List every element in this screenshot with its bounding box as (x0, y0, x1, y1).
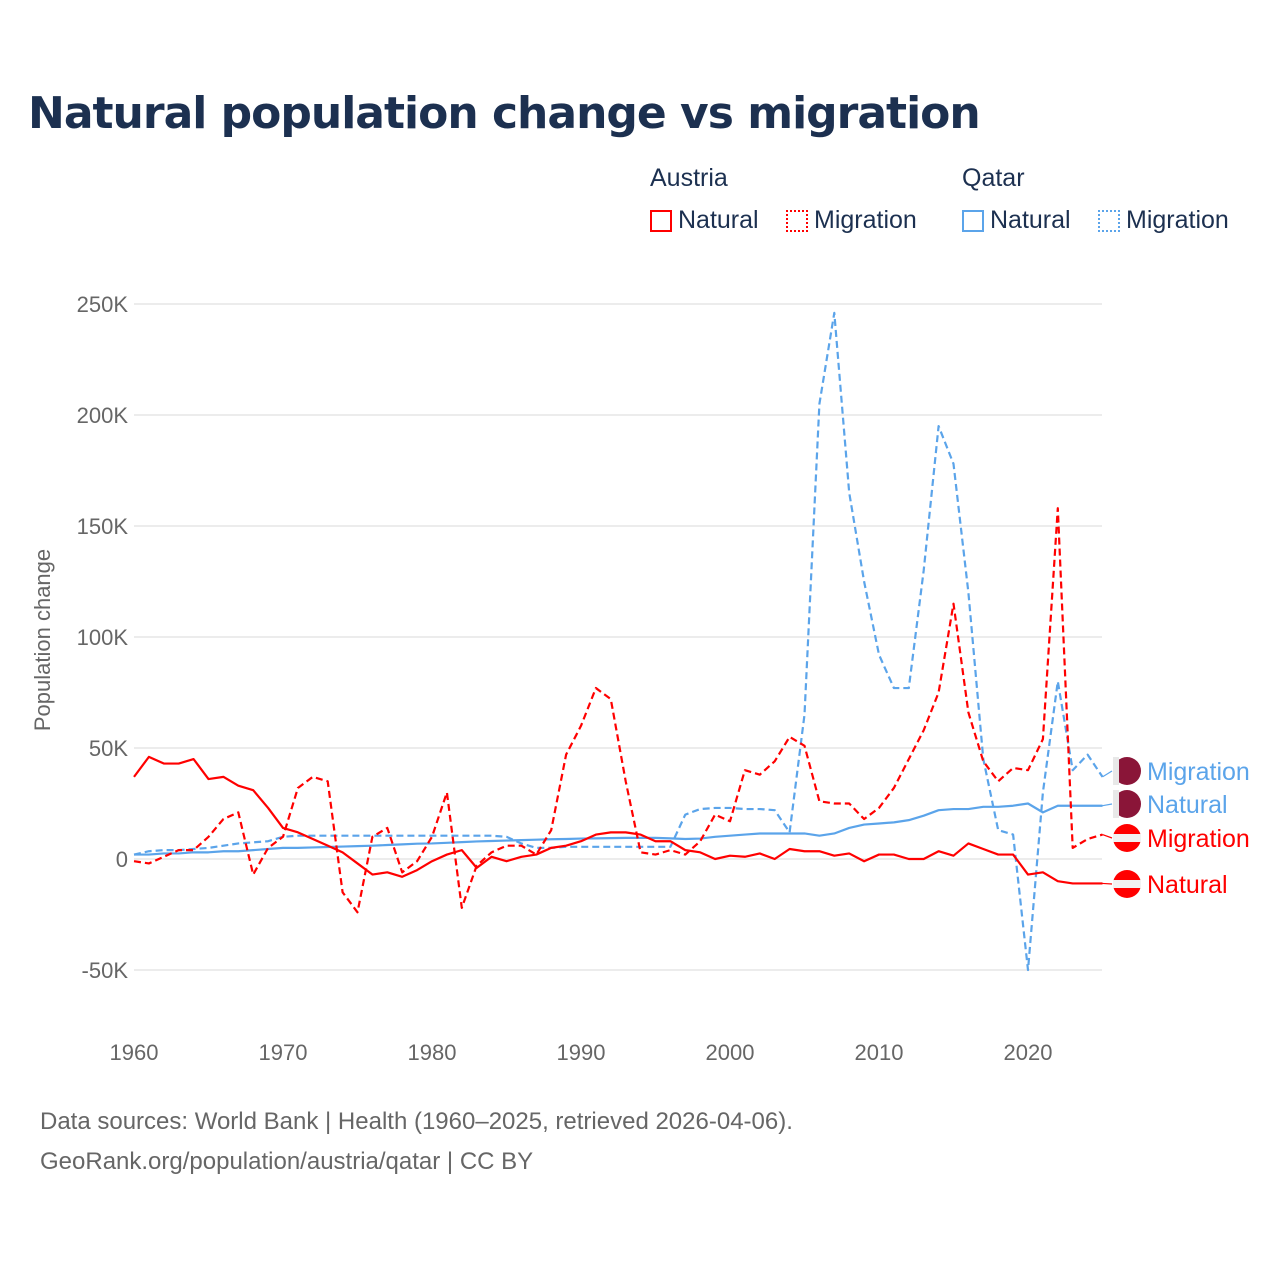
y-tick-label: 0 (116, 847, 128, 872)
qatar-flag-icon (1113, 790, 1141, 818)
austria-flag-white-band (1113, 880, 1141, 888)
legend-austria-migration[interactable]: Migration (786, 206, 917, 235)
legend-swatch-solid (650, 209, 672, 232)
x-tick-label: 1990 (557, 1040, 606, 1065)
x-tick-label: 2020 (1004, 1040, 1053, 1065)
x-tick-label: 2010 (855, 1040, 904, 1065)
x-tick-label: 1960 (110, 1040, 159, 1065)
legend-qatar-migration[interactable]: Migration (1098, 206, 1229, 235)
x-tick-label: 1970 (259, 1040, 308, 1065)
source-line-1: Data sources: World Bank | Health (1960–… (40, 1108, 793, 1135)
y-axis-label: Population change (30, 549, 55, 731)
austria-flag-white-band (1113, 834, 1141, 842)
series-line-austria-migration (133, 507, 1103, 914)
qatar-flag-white-band (1113, 757, 1119, 785)
legend-label: Natural (990, 206, 1071, 234)
legend-austria-natural[interactable]: Natural (650, 206, 759, 235)
legend-group-qatar: Qatar (962, 164, 1025, 192)
end-label-connector (1102, 803, 1113, 807)
x-tick-label: 2000 (706, 1040, 755, 1065)
end-label: Natural (1147, 871, 1228, 899)
legend-qatar-natural[interactable]: Natural (962, 206, 1071, 235)
chart-title: Natural population change vs migration (28, 88, 981, 139)
legend-swatch-dotted (786, 209, 808, 232)
legend-label: Migration (1126, 206, 1229, 234)
source-line-2[interactable]: GeoRank.org/population/austria/qatar | C… (40, 1148, 534, 1175)
legend-label: Natural (678, 206, 759, 234)
y-tick-label: 200K (77, 403, 129, 428)
series-line-qatar-natural (134, 802, 1103, 856)
legend-label: Migration (814, 206, 917, 234)
y-tick-label: -50K (82, 958, 129, 983)
series-line-austria-natural (133, 755, 1103, 885)
end-label: Migration (1147, 758, 1250, 786)
legend-group-austria: Austria (650, 164, 728, 192)
y-tick-label: 50K (89, 736, 128, 761)
y-tick-label: 250K (77, 292, 129, 317)
y-tick-label: 100K (77, 625, 129, 650)
qatar-flag-icon (1113, 757, 1141, 785)
series-line-qatar-migration (133, 311, 1104, 972)
end-label-connector (1102, 882, 1113, 885)
plot-area: 250K 200K 150K 100K 50K 0 -50K 1960 1970 1980 1990… (30, 292, 1250, 1065)
qatar-flag-white-band (1113, 790, 1119, 818)
legend-swatch-solid (962, 209, 984, 232)
y-tick-label: 150K (77, 514, 129, 539)
legend-swatch-dotted (1098, 209, 1120, 232)
x-tick-label: 1980 (408, 1040, 457, 1065)
end-label-connector (1102, 770, 1113, 778)
end-label: Migration (1147, 825, 1250, 853)
end-label-connector (1102, 834, 1113, 839)
end-label: Natural (1147, 791, 1228, 819)
